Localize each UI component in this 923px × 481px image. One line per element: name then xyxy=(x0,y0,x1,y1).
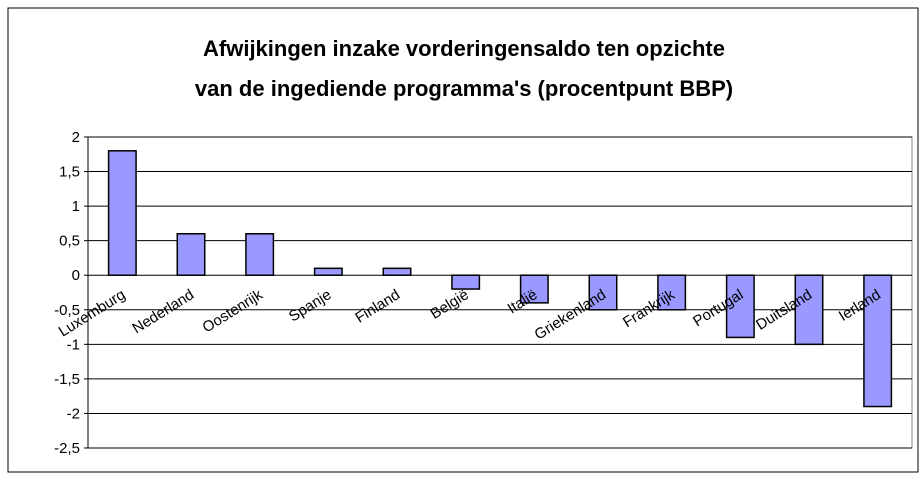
bar xyxy=(382,267,412,276)
y-tick-label: -0,5 xyxy=(54,302,80,319)
bar xyxy=(313,267,343,276)
bar xyxy=(794,274,824,346)
bar xyxy=(176,233,206,276)
y-tick-label: 1 xyxy=(72,198,80,215)
y-tick-label: 2 xyxy=(72,129,80,146)
y-tick-label: -2,5 xyxy=(54,440,80,457)
bar xyxy=(725,274,755,339)
y-tick-label: -1,5 xyxy=(54,371,80,388)
bar xyxy=(451,274,481,290)
bar xyxy=(657,274,687,311)
y-tick-label: 0 xyxy=(72,267,80,284)
bar xyxy=(107,150,137,276)
y-tick-label: 0,5 xyxy=(59,233,80,250)
y-tick-label: -1 xyxy=(67,336,80,353)
bar xyxy=(863,274,893,408)
y-tick-label: -2 xyxy=(67,405,80,422)
bar xyxy=(519,274,549,304)
bar xyxy=(588,274,618,311)
bar xyxy=(245,233,275,276)
chart-title: van de ingediende programma's (procentpu… xyxy=(195,76,733,101)
chart-border xyxy=(7,7,919,473)
chart-title: Afwijkingen inzake vorderingensaldo ten … xyxy=(203,36,725,61)
y-tick-label: 1,5 xyxy=(59,164,80,181)
